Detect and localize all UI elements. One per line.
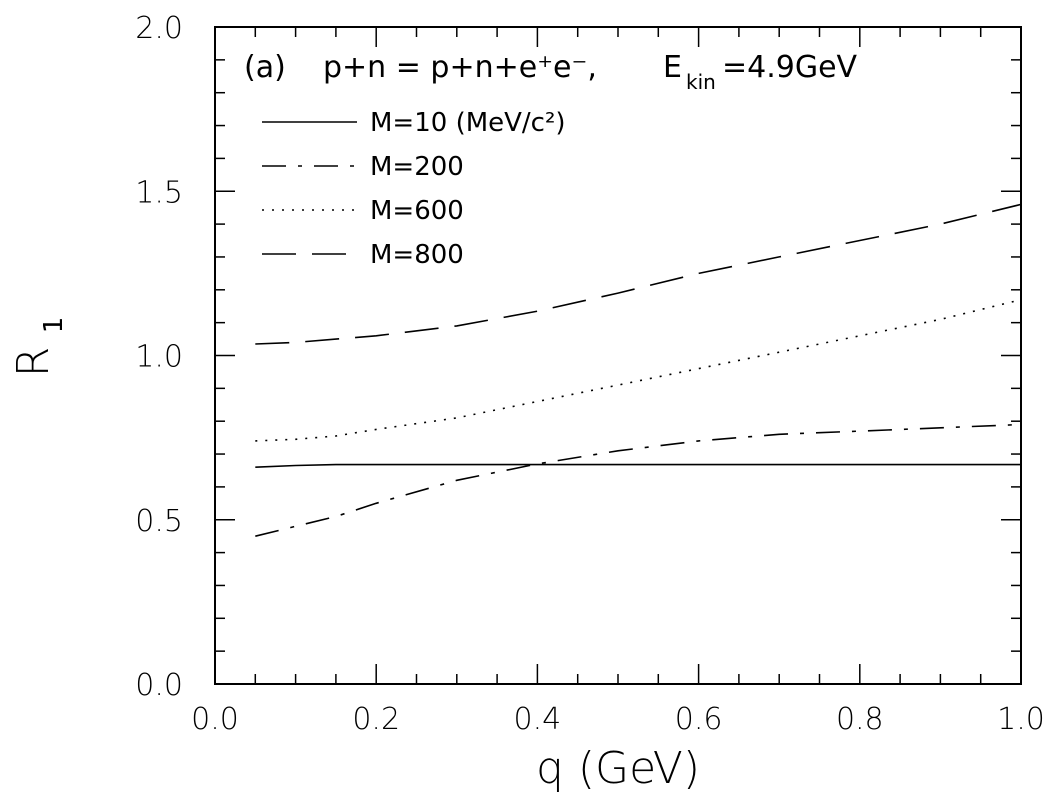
series-line-2 [255, 423, 1022, 537]
y-tick-label: 1.5 [135, 175, 183, 210]
series-lines [255, 203, 1022, 537]
plot-frame [214, 26, 1022, 685]
x-tick-label: 0.8 [836, 702, 884, 737]
reaction-label: p+n = p+n+e⁺e⁻, [323, 50, 597, 85]
series-line-3 [255, 298, 1022, 442]
y-tick-label: 0.5 [135, 504, 183, 539]
energy-prefix: E [663, 50, 682, 85]
legend-label-2: M=200 [370, 152, 464, 182]
legend-label-1: M=10 (MeV/c²) [370, 108, 566, 138]
y-axis-label: R 1 [8, 317, 69, 378]
axis-ticks [214, 26, 1022, 685]
series-line-4 [255, 203, 1022, 345]
panel-label: (a) [244, 50, 286, 85]
x-tick-label: 0.0 [191, 702, 239, 737]
legend: M=10 (MeV/c²) M=200 M=600 M=800 [262, 108, 566, 270]
x-axis-label: q (GeV) [536, 743, 700, 794]
y-axis-label-main: R [8, 347, 59, 378]
y-tick-label: 2.0 [135, 11, 183, 46]
y-axis-label-sub: 1 [39, 317, 69, 334]
y-tick-label: 1.0 [135, 340, 183, 375]
legend-label-4: M=800 [370, 240, 464, 270]
x-tick-label: 0.4 [514, 702, 562, 737]
series-line-1 [255, 463, 1021, 468]
x-tick-label: 1.0 [997, 702, 1045, 737]
energy-subscript: kin [686, 70, 716, 94]
x-tick-label: 0.6 [675, 702, 723, 737]
x-tick-label: 0.2 [352, 702, 400, 737]
tick-labels: 0.0 0.2 0.4 0.6 0.8 1.0 0.0 0.5 1.0 1.5 2.0 [135, 11, 1045, 737]
y-tick-label: 0.0 [135, 668, 183, 703]
energy-value: =4.9GeV [722, 50, 858, 85]
legend-label-3: M=600 [370, 196, 464, 226]
